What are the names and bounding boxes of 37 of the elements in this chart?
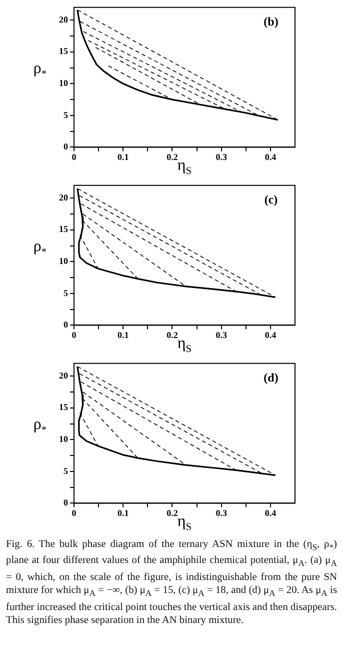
- y-tick-label: 10: [59, 78, 68, 88]
- y-tick-label: 5: [64, 466, 68, 476]
- x-tick-label: 0.4: [264, 508, 277, 518]
- x-tick-label: 0.1: [117, 330, 130, 340]
- x-tick-label: 0.3: [216, 152, 228, 162]
- x-tick-label: 0.2: [166, 152, 178, 162]
- x-tick-label: 0.3: [216, 508, 228, 518]
- y-tick-label: 0: [64, 498, 68, 508]
- text: Fig. 6. The bulk phase diagram of the ternary ASN mixture in the (η$_{S}$, ρ$_{*}$) plane at four different values of the amphiphile chemical potential, μ$_{A}$. (a) μ$_{A}$ = 0, which, on the scale of the figure, is indistinguishable from the pure SN mixture for which μ$_{A}$ = −∞, (b) μ$_{A}$ = 15, (c) μ$_{A}$ = 18, and (d) μ$_{A}$ = 20. As μ$_{A}$ is further increased the critical point touches the vertical axis and then disappears. This signifies phase separation in the AN binary mixture.: [6, 539, 337, 626]
- y-tick-label: 15: [59, 224, 68, 234]
- y-tick-label: 20: [59, 14, 68, 24]
- y-tick-label: 15: [59, 402, 68, 412]
- y-tick-label: 10: [59, 256, 68, 266]
- y-axis-title: ρ*: [33, 238, 47, 258]
- x-tick-label: 0: [72, 330, 77, 340]
- y-tick-label: 15: [59, 46, 68, 56]
- x-tick-label: 0.2: [166, 330, 178, 340]
- x-tick-label: 0: [72, 508, 77, 518]
- x-tick-label: 0: [72, 152, 77, 162]
- y-tick-label: 0: [64, 320, 68, 330]
- x-tick-label: 0.4: [264, 330, 277, 340]
- x-tick-label: 0.3: [216, 330, 228, 340]
- y-tick-label: 20: [59, 370, 68, 380]
- y-tick-label: 5: [64, 288, 68, 298]
- y-tick-label: 5: [64, 110, 68, 120]
- x-tick-label: 0.4: [264, 152, 277, 162]
- y-tick-label: 20: [59, 192, 68, 202]
- y-tick-label: 10: [59, 434, 68, 444]
- text: (d): [264, 370, 278, 384]
- y-axis-title: ρ*: [33, 60, 47, 80]
- y-axis-title: ρ*: [33, 416, 47, 436]
- x-tick-label: 0.2: [166, 508, 178, 518]
- text: (b): [264, 14, 278, 28]
- text: (c): [264, 192, 278, 206]
- x-tick-label: 0.1: [117, 152, 130, 162]
- y-tick-label: 0: [64, 142, 68, 152]
- x-tick-label: 0.1: [117, 508, 130, 518]
